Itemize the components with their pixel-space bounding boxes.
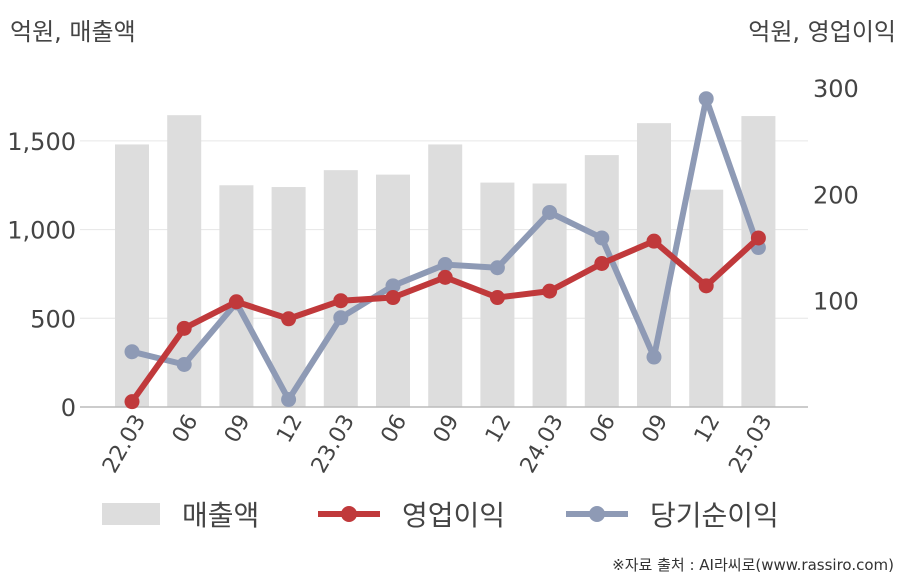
chart-legend: 매출액 영업이익 당기순이익 <box>0 492 908 536</box>
x-tick-label: 24.03 <box>516 411 569 478</box>
legend-item-net-income: 당기순이익 <box>566 492 779 536</box>
revenue-bar <box>271 187 306 407</box>
operating-profit-point <box>698 278 714 294</box>
x-tick-label: 12 <box>690 411 726 448</box>
net-income-point <box>698 91 714 107</box>
source-credit: ※자료 출처 : AI라씨로(www.rassiro.com) <box>612 556 894 574</box>
legend-net-income-swatch <box>566 503 628 525</box>
legend-net-income-label: 당기순이익 <box>650 499 779 532</box>
right-y-tick-labels: 100 200 300 <box>813 75 859 316</box>
operating-profit-point <box>333 293 349 309</box>
x-tick-label: 06 <box>377 411 413 448</box>
operating-profit-point <box>646 233 662 249</box>
x-tick-labels: 22.03 06 09 12 23.03 06 09 12 24.03 06 09 12 25.03 <box>98 411 778 478</box>
x-tick-label: 09 <box>220 411 256 448</box>
operating-profit-point <box>176 320 192 336</box>
operating-profit-point <box>750 230 766 246</box>
revenue-bar <box>741 116 776 408</box>
net-income-point <box>489 260 505 276</box>
net-income-point <box>176 356 192 372</box>
operating-profit-point <box>594 255 610 271</box>
legend-operating-profit-label: 영업이익 <box>402 499 506 532</box>
x-tick-label: 12 <box>272 411 308 448</box>
x-tick-label: 23.03 <box>307 411 360 478</box>
operating-profit-point <box>437 269 453 285</box>
net-income-point <box>281 392 297 408</box>
x-tick-label: 06 <box>168 411 204 448</box>
operating-profit-point <box>124 394 140 410</box>
right-y-tick-label: 100 <box>813 288 859 316</box>
x-tick-label: 12 <box>481 411 517 448</box>
left-y-tick-label: 1,500 <box>7 128 76 156</box>
left-y-tick-labels: 0 500 1,000 1,500 <box>7 128 76 422</box>
left-y-tick-label: 1,000 <box>7 217 76 245</box>
x-tick-label: 22.03 <box>98 411 151 478</box>
net-income-point <box>646 349 662 365</box>
legend-operating-profit-swatch <box>318 503 380 525</box>
net-income-point <box>333 310 349 326</box>
x-tick-label: 25.03 <box>724 411 777 478</box>
net-income-point <box>385 278 401 294</box>
x-tick-label: 09 <box>638 411 674 448</box>
revenue-bar <box>584 155 619 407</box>
x-tick-label: 06 <box>585 411 621 448</box>
right-axis-unit-label: 억원, 영업이익 <box>748 18 896 46</box>
legend-revenue-label: 매출액 <box>182 499 260 532</box>
operating-profit-point <box>385 290 401 306</box>
operating-profit-point <box>281 311 297 327</box>
net-income-point <box>594 230 610 246</box>
legend-revenue-swatch <box>102 503 160 525</box>
left-y-tick-label: 500 <box>30 305 76 333</box>
legend-item-operating-profit: 영업이익 <box>318 492 505 536</box>
right-y-tick-label: 300 <box>813 75 859 103</box>
right-y-tick-label: 200 <box>813 181 859 209</box>
legend-item-revenue: 매출액 <box>102 492 259 536</box>
operating-profit-point <box>542 283 558 299</box>
net-income-point <box>542 204 558 220</box>
net-income-point <box>124 344 140 360</box>
revenue-bar <box>689 189 724 407</box>
revenue-bar <box>323 170 358 407</box>
operating-profit-point <box>489 290 505 306</box>
revenue-bar <box>115 144 149 407</box>
x-tick-label: 09 <box>429 411 465 448</box>
operating-profit-point <box>228 294 244 310</box>
profit-lines <box>124 91 766 410</box>
left-y-tick-label: 0 <box>61 394 76 422</box>
net-income-point <box>437 257 453 273</box>
left-axis-unit-label: 억원, 매출액 <box>10 18 136 46</box>
